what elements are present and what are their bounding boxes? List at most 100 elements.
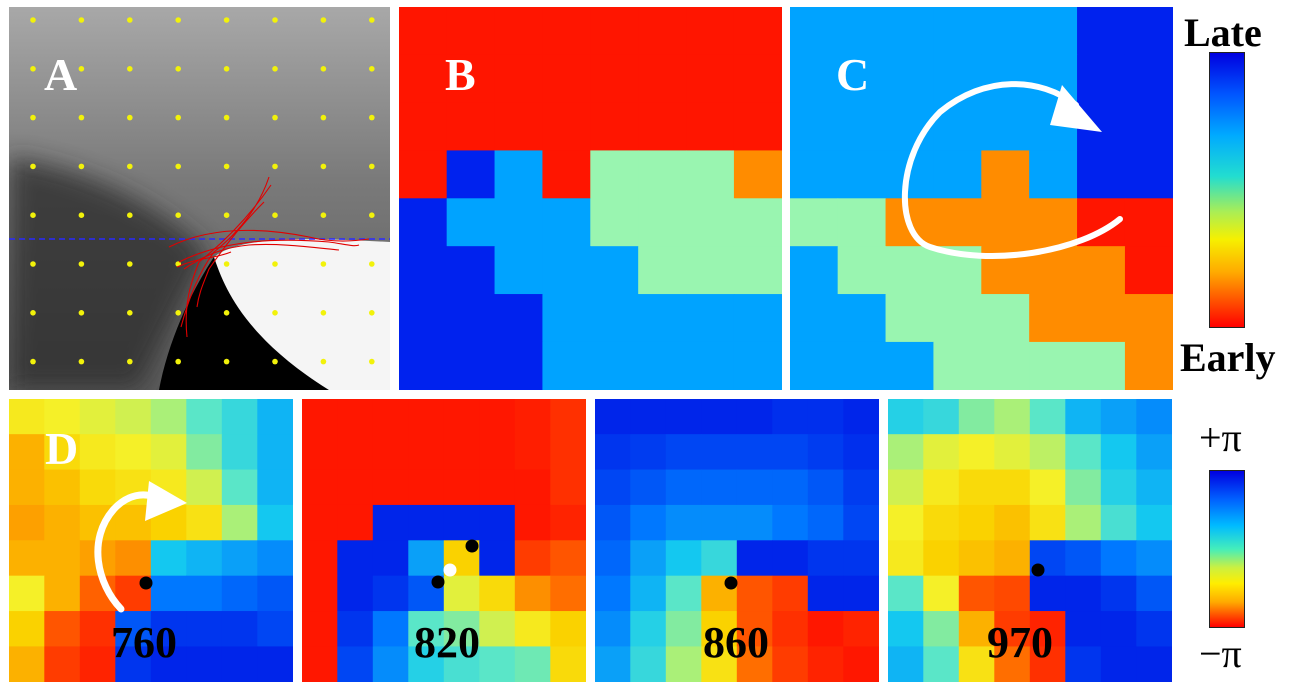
activation-cell (494, 102, 543, 151)
activation-cell (446, 341, 496, 390)
panel-c-activation-map (790, 7, 1173, 390)
electrode-dot (175, 114, 181, 121)
phase-singularity-dot (465, 539, 479, 553)
phase-cell (337, 575, 374, 612)
phase-cell (9, 575, 45, 612)
phase-cell (479, 611, 516, 647)
activation-cell (399, 54, 448, 104)
electrode-dot (223, 261, 230, 267)
phase-cell (630, 504, 667, 541)
phase-cell (923, 575, 960, 612)
activation-cell (1124, 54, 1173, 104)
activation-cell (494, 54, 543, 104)
phase-cell (115, 611, 152, 647)
electrode-dot (272, 163, 278, 170)
electrode-dot (175, 163, 181, 170)
phase-cell (372, 575, 409, 612)
phase-cell (1029, 646, 1066, 682)
phase-cell (221, 540, 258, 577)
phase-cell (772, 469, 809, 506)
activation-cell (981, 54, 1030, 104)
phase-cell (1065, 611, 1102, 647)
electrode-dot (30, 163, 36, 170)
phase-cell (923, 540, 960, 577)
phase-cell (1100, 575, 1137, 612)
phase-cell (337, 469, 374, 506)
phase-cell (736, 504, 773, 541)
phase-cell (923, 469, 960, 506)
frame-number-2: 820 (414, 618, 480, 667)
phase-cell (665, 434, 702, 471)
phase-cell (1100, 611, 1137, 647)
phase-cell (44, 575, 81, 612)
phase-cell (372, 434, 409, 471)
phase-cell (923, 611, 960, 647)
phase-cell (807, 434, 844, 471)
phase-cell (807, 646, 844, 682)
phase-cell (9, 540, 45, 577)
activation-cell (590, 7, 639, 56)
activation-cell (446, 7, 496, 56)
activation-cell (733, 7, 782, 56)
phase-cell (479, 540, 516, 577)
phase-cell (958, 540, 995, 577)
electrode-dot (320, 66, 327, 72)
phase-cell (888, 399, 924, 435)
panel-c (790, 7, 1173, 390)
electrode-dot (175, 358, 181, 365)
phase-cell (150, 646, 187, 682)
electrode-dot (320, 261, 327, 267)
rotation-arrow-head (145, 481, 187, 521)
electrode-dot (223, 358, 230, 365)
phase-cell (302, 434, 338, 471)
phase-cell (372, 646, 409, 682)
phase-cell (736, 540, 773, 577)
phase-cell (958, 504, 995, 541)
phase-cell (1065, 469, 1102, 506)
phase-cell (408, 469, 445, 506)
electrode-dot (320, 114, 327, 121)
activation-cell (686, 7, 735, 56)
activation-cell (446, 102, 496, 151)
activation-cell (1077, 341, 1126, 390)
phase-cell (9, 646, 45, 682)
phase-cell (923, 434, 960, 471)
phase-cell (665, 399, 702, 435)
phase-cell (923, 399, 960, 435)
phase-cell (701, 646, 738, 682)
phase-cell (736, 575, 773, 612)
activation-cell (790, 294, 839, 343)
phase-cell (701, 434, 738, 471)
electrode-dot (223, 66, 230, 72)
activation-cell (981, 294, 1030, 343)
electrode-dot (320, 358, 327, 365)
phase-cell (221, 611, 258, 647)
activation-cell (638, 102, 687, 151)
phase-cell (994, 540, 1031, 577)
phase-cell (994, 575, 1031, 612)
phase-cell (807, 540, 844, 577)
phase-cell (772, 399, 809, 435)
phase-cell (479, 504, 516, 541)
electrode-dot (223, 212, 230, 218)
electrode-dot (175, 212, 181, 218)
trajectory-trace (185, 184, 272, 338)
electrode-dot (30, 212, 36, 218)
panel-d-label: D (45, 423, 79, 474)
phase-cell (302, 611, 338, 647)
activation-cell (399, 150, 448, 199)
electrode-dot (127, 310, 133, 316)
phase-cell (514, 611, 551, 647)
phase-cell (221, 399, 258, 435)
phase-cell (843, 504, 879, 541)
phase-cell (1100, 540, 1137, 577)
phase-cell (44, 434, 81, 471)
activation-cell (494, 341, 543, 390)
electrode-dot (369, 358, 375, 365)
phase-map-860 (595, 399, 879, 682)
phase-cell (772, 434, 809, 471)
phase-cell (221, 504, 258, 541)
phase-cell (958, 646, 995, 682)
frame-number-3: 860 (703, 618, 769, 667)
phase-cell (79, 611, 116, 647)
